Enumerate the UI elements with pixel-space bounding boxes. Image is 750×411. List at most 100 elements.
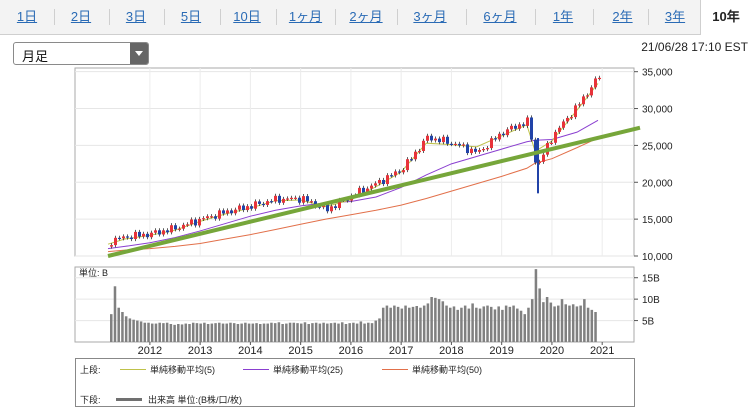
candle-down <box>326 204 329 212</box>
candle-up <box>182 224 185 229</box>
candle-up <box>490 138 493 149</box>
candle-up <box>434 138 437 141</box>
legend-ma50: 単純移動平均(50) <box>412 365 483 375</box>
volume-bar <box>475 307 478 342</box>
volume-bar <box>236 324 240 342</box>
volume-bar <box>344 324 348 342</box>
tab-12[interactable]: 3年 <box>664 9 686 24</box>
price-tick-label: 15,000 <box>642 215 673 226</box>
candle-up <box>442 136 445 143</box>
volume-bar <box>132 319 135 342</box>
period-tab-bar: 1日2日3日5日10日1ヶ月2ヶ月3ヶ月6ヶ月1年2年3年5年10年 <box>0 0 750 35</box>
candle-down <box>214 216 217 219</box>
candle-down <box>130 237 133 240</box>
tab-10[interactable]: 1年 <box>552 9 574 24</box>
x-tick-label: 2021 <box>590 345 614 357</box>
candle-up <box>590 87 593 96</box>
tab-separator <box>535 9 536 25</box>
price-tick-label: 25,000 <box>642 141 673 152</box>
candle-down <box>138 231 141 237</box>
tab-7[interactable]: 2ヶ月 <box>349 9 383 24</box>
tab-9[interactable]: 6ヶ月 <box>483 9 517 24</box>
volume-tick-label: 10B <box>642 295 660 306</box>
volume-bar <box>348 323 351 342</box>
tab-5[interactable]: 10日 <box>233 9 261 24</box>
chevron-down-icon[interactable] <box>130 43 148 64</box>
candle-up <box>526 117 529 126</box>
volume-bar <box>415 306 418 342</box>
volume-bar <box>121 312 124 342</box>
volume-bar <box>530 299 534 342</box>
tab-3[interactable]: 3日 <box>125 9 147 24</box>
tab-8[interactable]: 3ヶ月 <box>413 9 447 24</box>
candle-up <box>134 231 137 240</box>
period-select-value: 月足 <box>22 49 49 64</box>
tab-separator <box>466 9 467 25</box>
volume-bar <box>516 308 519 342</box>
candle-up <box>178 228 181 230</box>
candle-up <box>426 135 429 141</box>
volume-bar <box>430 297 433 342</box>
tab-1[interactable]: 1日 <box>16 9 38 24</box>
tab-11[interactable]: 2年 <box>612 9 633 24</box>
candle-up <box>150 232 153 238</box>
x-tick-label: 2013 <box>188 345 212 357</box>
candle-down <box>390 175 393 177</box>
volume-bar <box>426 303 430 342</box>
candle-up <box>482 149 485 151</box>
volume-bar <box>251 323 255 342</box>
tab-separator <box>220 9 221 25</box>
volume-bar <box>448 307 452 342</box>
volume-bar <box>117 307 120 342</box>
volume-bar <box>411 306 415 342</box>
candle-down <box>450 143 453 145</box>
volume-bar <box>508 306 512 342</box>
tab-separator <box>397 9 398 25</box>
candle-down <box>298 197 301 203</box>
tab-separator <box>276 9 277 25</box>
volume-bar <box>255 323 258 342</box>
period-select[interactable]: 月足 <box>13 42 149 65</box>
candle-up <box>238 205 241 210</box>
volume-bar <box>504 305 508 342</box>
candle-up <box>330 206 333 212</box>
candle-up <box>226 210 229 214</box>
tab-separator <box>335 9 336 25</box>
candle-down <box>458 143 461 146</box>
volume-bar <box>538 288 541 342</box>
volume-bar <box>177 324 180 342</box>
tab-6[interactable]: 1ヶ月 <box>288 9 323 24</box>
tab-14[interactable]: 10年 <box>700 0 750 35</box>
volume-bar <box>229 322 232 342</box>
candle-up <box>578 104 581 106</box>
timestamp: 21/06/28 17:10 EST <box>641 40 748 54</box>
tab-separator <box>54 9 55 25</box>
candle-up <box>234 209 237 214</box>
volume-bar <box>203 322 206 342</box>
candle-down <box>230 210 233 214</box>
legend-lower-label: 下段: <box>80 395 101 405</box>
ma50-line <box>107 137 599 253</box>
volume-bar <box>367 322 370 342</box>
volume-bar <box>363 323 366 342</box>
volume-bar <box>147 322 150 342</box>
candle-down <box>502 133 505 136</box>
volume-bar <box>519 310 523 342</box>
volume-bar <box>437 299 441 342</box>
volume-bar <box>381 307 385 342</box>
tab-2[interactable]: 2日 <box>70 9 92 24</box>
x-tick-label: 2015 <box>288 345 312 357</box>
candle-up <box>142 233 145 237</box>
volume-bar <box>184 323 188 342</box>
candle-up <box>478 149 481 152</box>
candle-up <box>418 150 421 153</box>
candle-up <box>486 148 489 150</box>
volume-bar <box>434 297 437 342</box>
tab-4[interactable]: 5日 <box>180 9 202 24</box>
volume-bar <box>586 307 590 342</box>
volume-bar <box>553 306 556 342</box>
price-tick-label: 35,000 <box>642 68 673 79</box>
candle-up <box>266 201 269 205</box>
candle-up <box>574 105 577 118</box>
candle-down <box>522 124 525 126</box>
